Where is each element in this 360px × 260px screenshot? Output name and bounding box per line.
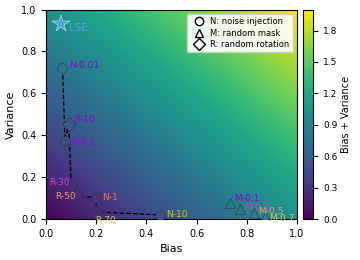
Text: M-0.3: M-0.3 xyxy=(244,203,270,212)
Text: M-0.5: M-0.5 xyxy=(258,207,283,216)
Text: N-0.01: N-0.01 xyxy=(69,61,99,70)
Text: R-70: R-70 xyxy=(95,216,116,225)
Text: R-10: R-10 xyxy=(74,115,94,124)
Text: N-1: N-1 xyxy=(103,193,118,202)
X-axis label: Bias: Bias xyxy=(160,244,183,255)
Text: M-0.7: M-0.7 xyxy=(269,214,294,223)
Text: N-10: N-10 xyxy=(166,210,188,219)
Legend: N: noise injection, M: random mask, R: random rotation: N: noise injection, M: random mask, R: r… xyxy=(188,14,293,52)
Text: LSE: LSE xyxy=(69,23,87,32)
Y-axis label: Bias + Variance: Bias + Variance xyxy=(342,76,351,153)
Text: N-0.1: N-0.1 xyxy=(71,138,96,147)
Text: R-50: R-50 xyxy=(55,192,76,201)
Text: M-0.1: M-0.1 xyxy=(234,194,260,203)
Text: R-30: R-30 xyxy=(49,178,69,187)
Y-axis label: Variance: Variance xyxy=(5,90,15,139)
